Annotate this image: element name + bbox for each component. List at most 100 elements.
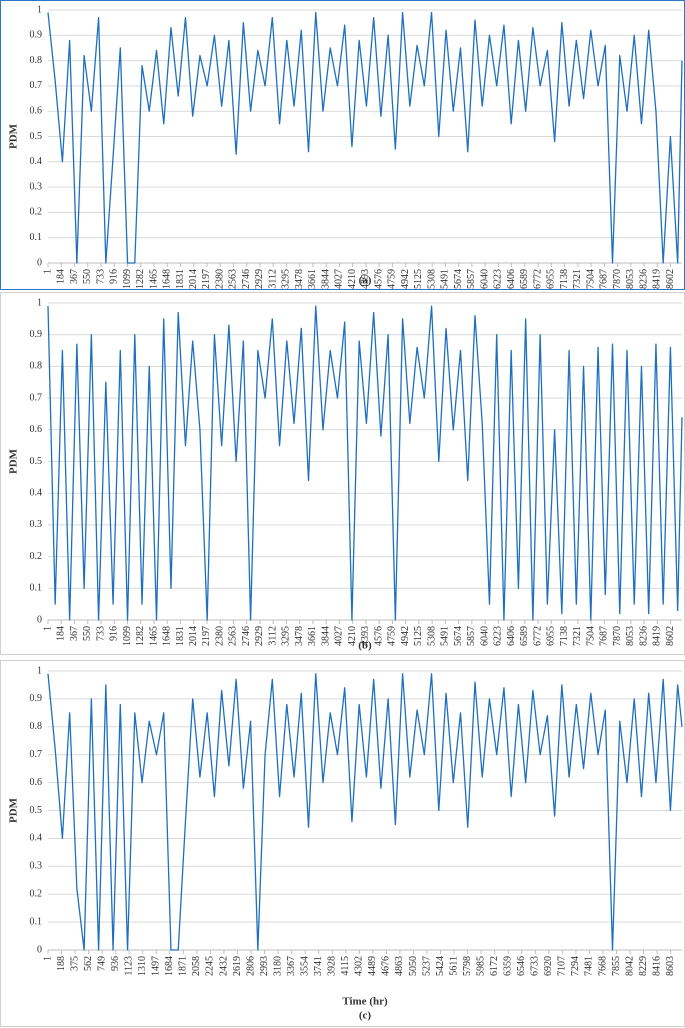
x-tick-label: 3478 (294, 269, 305, 289)
x-tick-label: 1648 (162, 269, 173, 289)
y-tick-label: 0.8 (30, 361, 43, 372)
pdm-line (47, 305, 683, 621)
x-tick-label: 4393 (360, 626, 371, 646)
x-tick-label: 2563 (228, 626, 239, 646)
x-tick-label: 3844 (320, 269, 331, 289)
x-tick-label: 184 (56, 626, 67, 641)
x-tick-label: 1310 (137, 956, 148, 976)
x-tick-label: 4027 (334, 269, 345, 289)
x-tick-label: 2245 (205, 956, 216, 976)
x-tick-label: 1099 (122, 269, 133, 289)
x-tick-label: 7481 (584, 956, 595, 976)
x-tick-label: 562 (83, 956, 94, 971)
x-tick-label: 5857 (466, 269, 477, 289)
x-tick-label: 8602 (665, 269, 676, 289)
x-tick-label: 4115 (340, 956, 351, 976)
x-tick-label: 2197 (201, 269, 212, 289)
x-tick-label: 2014 (188, 269, 199, 289)
x-tick-label: 7504 (585, 269, 596, 289)
y-tick-label: 0.1 (30, 583, 43, 594)
x-tick-label: 8236 (638, 269, 649, 289)
x-tick-label: 5798 (462, 956, 473, 976)
x-tick-label: 4676 (381, 956, 392, 976)
x-tick-label: 5674 (453, 269, 464, 289)
y-tick-label: 1 (37, 4, 42, 15)
y-tick-label: 0.3 (30, 861, 43, 872)
x-tick-label: 5424 (435, 956, 446, 976)
y-tick-label: 0.4 (30, 833, 43, 844)
y-tick-label: 0.3 (30, 519, 43, 530)
x-tick-label: 2197 (201, 626, 212, 646)
x-tick-label: 1465 (148, 626, 159, 646)
x-tick-label: 4942 (400, 626, 411, 646)
y-tick-label: 0.6 (30, 777, 43, 788)
y-axis-title: PDM (8, 448, 20, 474)
x-tick-label: 550 (82, 269, 93, 284)
x-tick-label: 3844 (320, 626, 331, 646)
x-tick-label: 4393 (360, 269, 371, 289)
x-tick-label: 916 (109, 269, 120, 284)
x-tick-label: 6359 (503, 956, 514, 976)
y-tick-label: 0.2 (30, 888, 43, 899)
x-tick-label: 1871 (178, 956, 189, 976)
x-tick-label: 7668 (597, 956, 608, 976)
y-tick-label: 0.1 (30, 232, 43, 243)
x-tick-label: 6955 (546, 269, 557, 289)
x-tick-label: 3928 (327, 956, 338, 976)
y-tick-label: 0 (37, 614, 42, 625)
x-tick-label: 8053 (625, 269, 636, 289)
x-tick-label: 8419 (652, 626, 663, 646)
y-tick-label: 0.3 (30, 181, 43, 192)
x-tick-label: 3112 (267, 626, 278, 646)
y-tick-label: 0.8 (30, 721, 43, 732)
x-tick-label: 3295 (281, 626, 292, 646)
x-tick-label: 4576 (373, 626, 384, 646)
x-tick-label: 6920 (543, 956, 554, 976)
x-tick-label: 3478 (294, 626, 305, 646)
x-tick-label: 2058 (191, 956, 202, 976)
x-tick-label: 2746 (241, 269, 252, 289)
x-tick-label: 4210 (347, 269, 358, 289)
x-axis-title: Time (hr) (342, 996, 388, 1008)
x-tick-label: 8602 (665, 626, 676, 646)
x-tick-label: 1 (42, 956, 53, 961)
x-tick-label: 2380 (214, 269, 225, 289)
x-tick-label: 7687 (599, 626, 610, 646)
x-tick-label: 8053 (625, 626, 636, 646)
y-tick-label: 0.5 (30, 456, 43, 467)
x-tick-label: 7870 (612, 269, 623, 289)
x-tick-label: 6172 (489, 956, 500, 976)
x-tick-label: 8229 (638, 956, 649, 976)
x-tick-label: 6546 (516, 956, 527, 976)
y-tick-label: 0.6 (30, 105, 43, 116)
x-tick-label: 2380 (214, 626, 225, 646)
y-tick-label: 0.9 (30, 693, 43, 704)
x-tick-label: 2929 (254, 269, 265, 289)
x-tick-label: 1099 (122, 626, 133, 646)
x-tick-label: 6223 (493, 269, 504, 289)
x-tick-label: 3295 (281, 269, 292, 289)
x-tick-label: 2993 (259, 956, 270, 976)
x-tick-label: 7321 (572, 626, 583, 646)
y-tick-label: 0.9 (30, 329, 43, 340)
x-tick-label: 3661 (307, 626, 318, 646)
x-tick-label: 6733 (530, 956, 541, 976)
x-tick-label: 6772 (532, 269, 543, 289)
x-tick-label: 5308 (426, 626, 437, 646)
x-tick-label: 7687 (599, 269, 610, 289)
x-tick-label: 4759 (387, 269, 398, 289)
x-tick-label: 5611 (448, 956, 459, 976)
x-tick-label: 5050 (408, 956, 419, 976)
x-tick-label: 1123 (124, 956, 135, 976)
x-tick-label: 4027 (334, 626, 345, 646)
x-tick-label: 5125 (413, 269, 424, 289)
x-tick-label: 367 (69, 269, 80, 284)
x-tick-label: 6589 (519, 269, 530, 289)
x-tick-label: 5674 (453, 626, 464, 646)
y-tick-label: 0.6 (30, 424, 43, 435)
y-tick-label: 0.4 (30, 156, 43, 167)
x-tick-label: 936 (110, 956, 121, 971)
y-tick-label: 0.1 (30, 916, 43, 927)
